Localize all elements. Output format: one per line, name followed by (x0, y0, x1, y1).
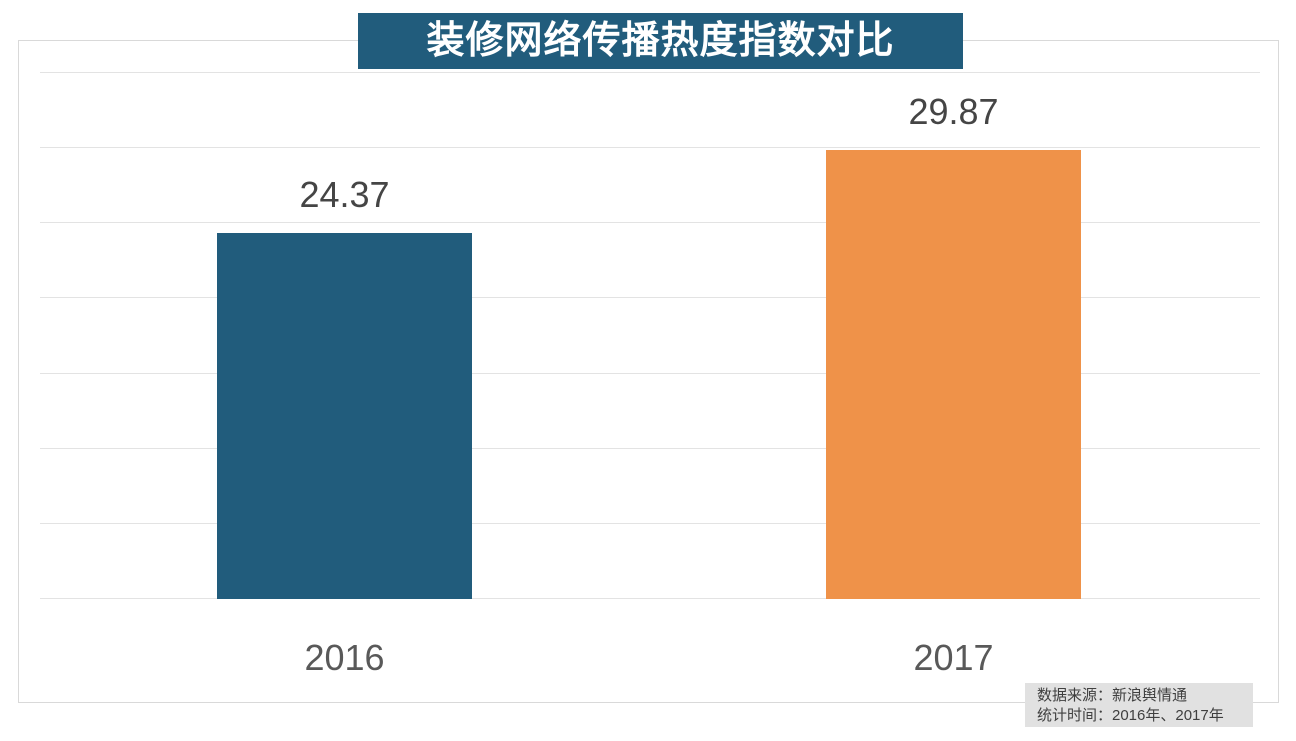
gridline (40, 147, 1260, 149)
source-note: 数据来源：新浪舆情通 统计时间：2016年、2017年 (1025, 683, 1253, 727)
source-note-line1: 数据来源：新浪舆情通 (1037, 687, 1188, 704)
bar-2016 (217, 233, 472, 599)
bar-column-2016: 24.37 (217, 41, 472, 599)
plot-area: 24.37 29.87 2016 2017 (18, 40, 1279, 703)
gridline (40, 372, 1260, 374)
x-axis-label-2016: 2016 (304, 637, 385, 678)
gridline (40, 222, 1260, 224)
gridline (40, 297, 1260, 299)
gridline (40, 72, 1260, 73)
source-note-line2: 统计时间：2016年、2017年 (1037, 707, 1224, 724)
value-label-2017: 29.87 (908, 91, 999, 132)
chart-title-text: 装修网络传播热度指数对比 (426, 20, 895, 62)
gridline (40, 447, 1260, 449)
gridline (40, 522, 1260, 524)
x-axis-label-2017: 2017 (913, 637, 994, 678)
value-label-2016: 24.37 (299, 174, 390, 215)
gridline (40, 598, 1260, 599)
chart-title: 装修网络传播热度指数对比 (358, 13, 963, 69)
bar-2017 (826, 150, 1081, 599)
bar-column-2017: 29.87 (826, 41, 1081, 599)
